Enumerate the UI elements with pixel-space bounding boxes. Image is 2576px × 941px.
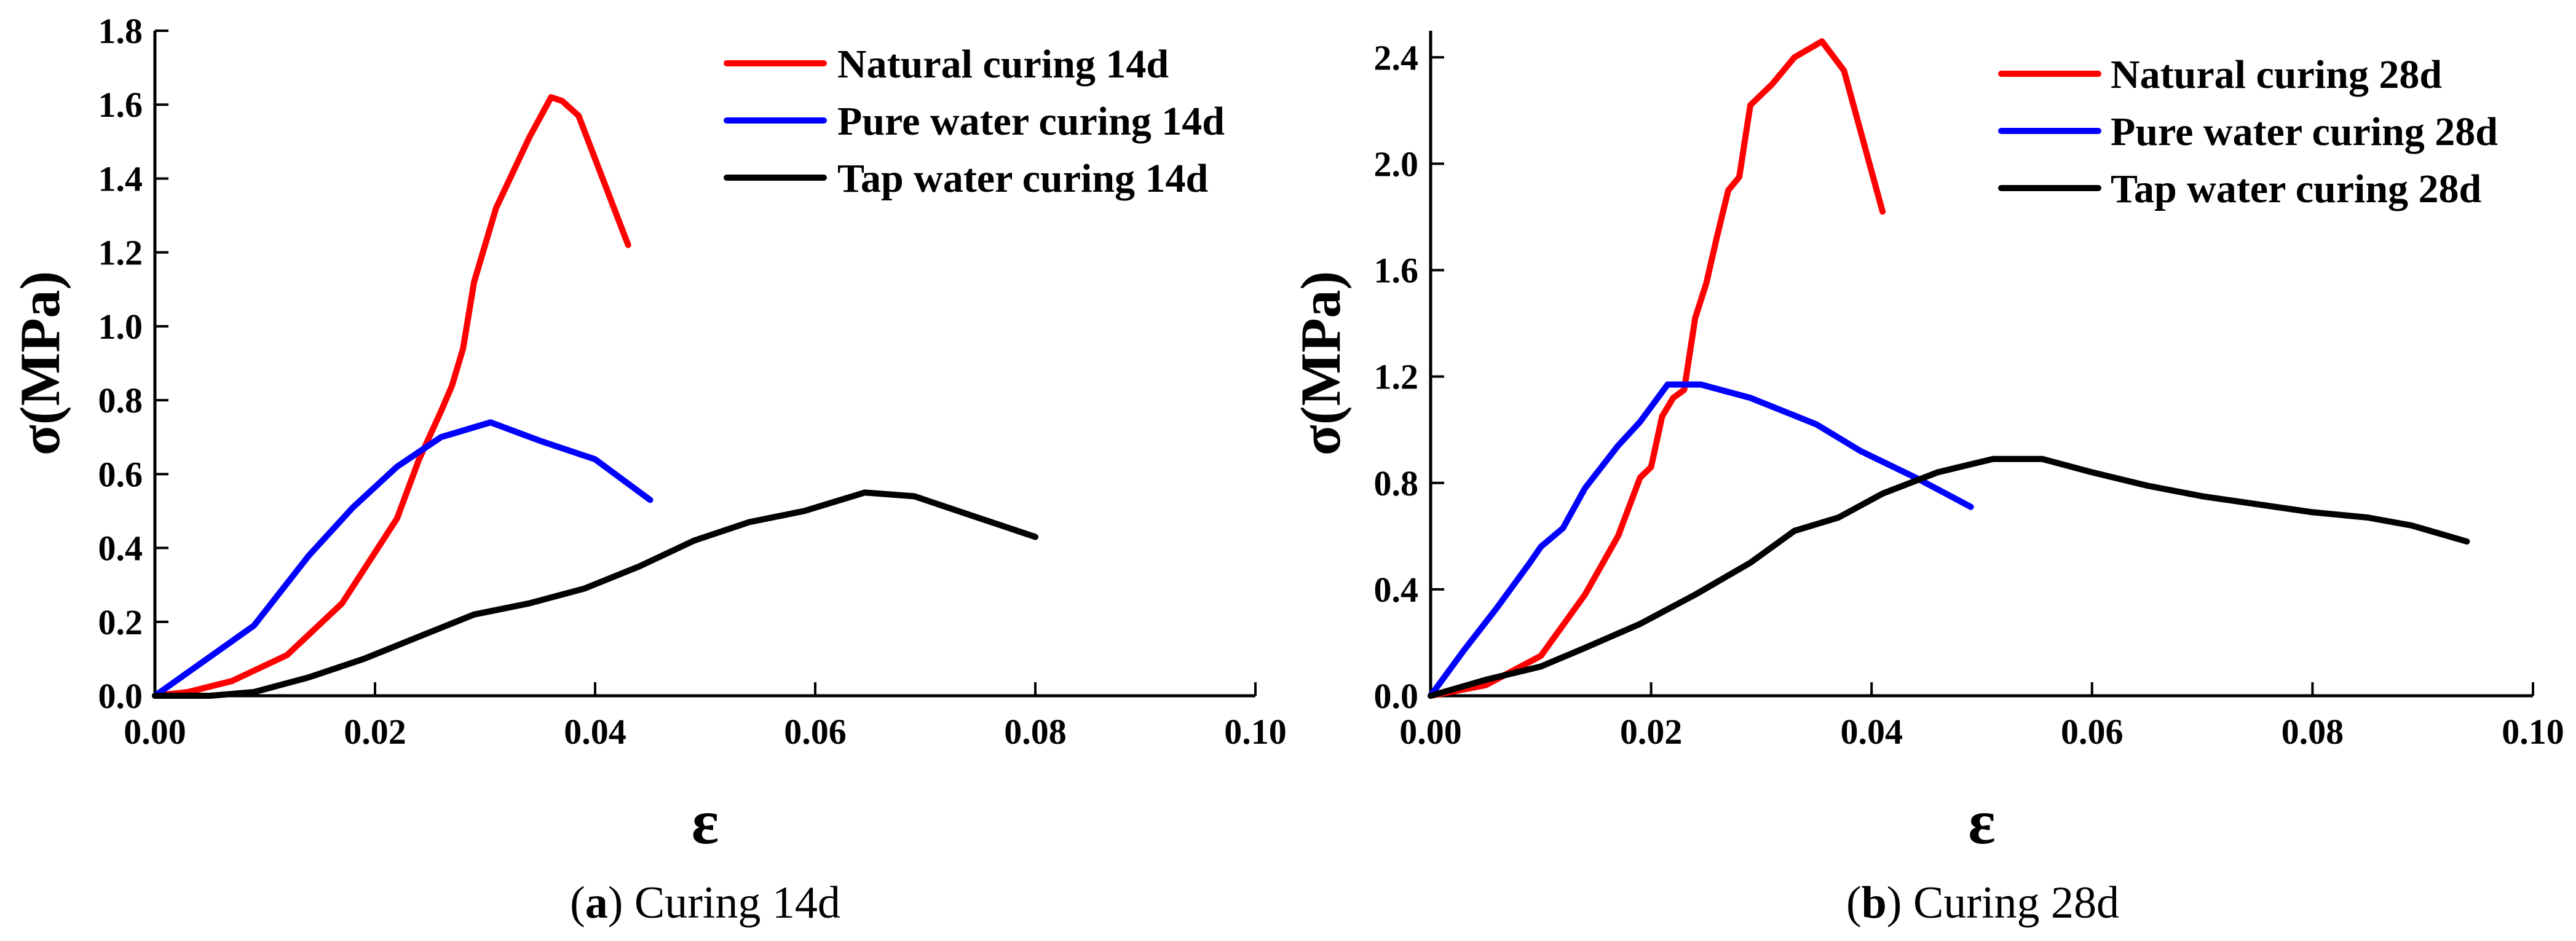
series-line-2: [152, 419, 654, 699]
legend-label: Tap water curing 14d: [837, 156, 1208, 201]
panel-b: 0.00 0.02 0.04 0.06 0.08 0.10 0.0 0.4 0.8 1.2 1.6 2…: [1289, 31, 2564, 928]
caption-text: Curing 14d: [634, 878, 840, 928]
legend: Natural curing 14d Pure water curing 14d T…: [724, 42, 1225, 201]
y-tick-label: 0.8: [1374, 463, 1419, 503]
caption-close-paren: ): [1887, 878, 1913, 928]
x-tick-label: 0.02: [344, 712, 406, 752]
caption-open-paren: (: [1846, 878, 1862, 928]
x-tick-label: 0.04: [564, 712, 626, 752]
x-tick-label: 0.04: [1840, 712, 1903, 752]
x-tick-label: 0.10: [2502, 712, 2564, 752]
y-tick-label: 2.4: [1374, 37, 1419, 77]
y-tick-label: 0.0: [98, 676, 143, 716]
y-tick-label: 2.0: [1374, 144, 1419, 184]
caption-text: Curing 28d: [1913, 878, 2119, 928]
y-tick-label: 1.4: [98, 159, 143, 199]
y-tick-label: 0.0: [1374, 676, 1419, 716]
y-tick-label: 0.6: [98, 454, 143, 494]
y-tick-label: 1.0: [98, 307, 143, 347]
y-tick-label: 0.8: [98, 380, 143, 420]
x-tick-label: 0.02: [1620, 712, 1683, 752]
panel-a: 0.00 0.02 0.04 0.06 0.08 0.10 0.0 0.2 0.4 0.6 0.8 1…: [9, 11, 1287, 928]
caption-letter: b: [1862, 878, 1887, 928]
y-tick-label: 0.4: [98, 529, 143, 569]
y-tick-label: 1.2: [1374, 357, 1419, 397]
y-axis-title: σ(MPa): [9, 271, 71, 455]
series-line-1: [152, 94, 631, 699]
legend: Natural curing 28d Pure water curing 28d T…: [1998, 52, 2498, 211]
y-tick-label: 1.6: [1374, 251, 1419, 291]
series-line-1: [1428, 38, 1886, 699]
y-tick-label: 1.2: [98, 233, 143, 273]
x-tick-label: 0.08: [1004, 712, 1067, 752]
series-line-3: [1428, 455, 2470, 699]
y-axis-title: σ(MPa): [1289, 271, 1352, 455]
series-line-2: [1428, 381, 1974, 699]
legend-label: Natural curing 14d: [837, 42, 1169, 87]
panel-caption: (b) Curing 28d: [1846, 878, 2119, 928]
x-tick-label: 0.00: [1399, 712, 1462, 752]
x-axis-title: ε: [692, 787, 719, 857]
legend-label: Pure water curing 28d: [2111, 109, 2498, 154]
x-tick-label: 0.06: [2061, 712, 2124, 752]
x-axis-title: ε: [1968, 787, 1995, 857]
x-tick-label: 0.10: [1224, 712, 1287, 752]
legend-label: Tap water curing 28d: [2111, 167, 2481, 211]
legend-label: Pure water curing 14d: [837, 99, 1225, 144]
series-line-3: [152, 489, 1038, 699]
x-tick-label: 0.08: [2282, 712, 2344, 752]
y-tick-label: 0.4: [1374, 570, 1419, 610]
x-tick-label: 0.00: [124, 712, 186, 752]
y-tick-label: 1.6: [98, 85, 143, 125]
caption-close-paren: ): [608, 878, 634, 928]
panel-caption: (a) Curing 14d: [570, 878, 840, 928]
legend-label: Natural curing 28d: [2111, 52, 2442, 97]
y-tick-label: 0.2: [98, 602, 143, 642]
y-tick-label: 1.8: [98, 11, 143, 51]
caption-letter: a: [585, 878, 608, 928]
caption-open-paren: (: [570, 878, 585, 928]
x-tick-label: 0.06: [784, 712, 847, 752]
